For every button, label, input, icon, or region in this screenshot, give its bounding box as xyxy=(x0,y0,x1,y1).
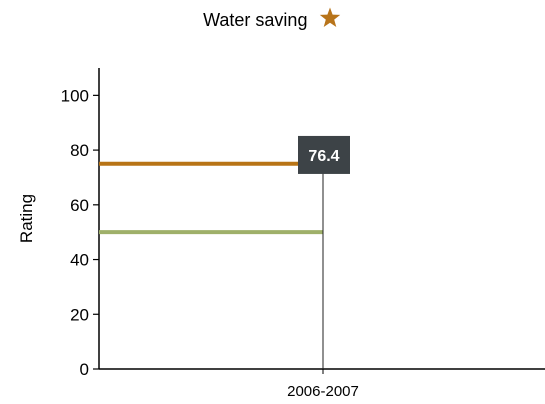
y-tick-label: 100 xyxy=(61,86,89,105)
labels-layer: 0 20 40 60 80 100 2006-2007 Rating xyxy=(17,86,359,400)
axes xyxy=(93,68,545,374)
y-tick-label: 0 xyxy=(80,360,89,379)
marker-box xyxy=(298,135,350,174)
series-layer xyxy=(99,161,323,235)
chart-title: Water saving xyxy=(203,10,308,30)
chart-title-wrap: Water saving xyxy=(0,6,545,35)
x-tick-label: 2006-2007 xyxy=(287,383,359,400)
y-tick-label: 40 xyxy=(70,251,89,270)
marker-layer: 76.4 xyxy=(298,135,350,369)
y-tick-label: 80 xyxy=(70,141,89,160)
star-icon xyxy=(318,6,342,35)
y-tick-label: 20 xyxy=(70,305,89,324)
marker-value-label: 76.4 xyxy=(308,148,339,165)
y-tick-label: 60 xyxy=(70,196,89,215)
y-axis-label: Rating xyxy=(17,194,36,243)
